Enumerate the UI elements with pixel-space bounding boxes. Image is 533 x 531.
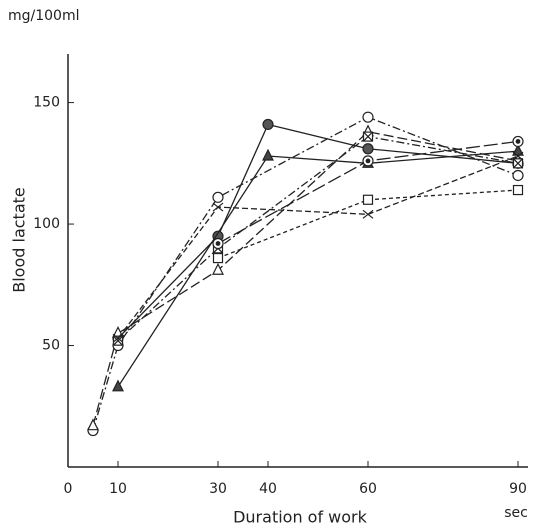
series-line — [217, 189, 519, 259]
x-unit: sec — [504, 505, 528, 521]
marker — [212, 262, 224, 275]
marker — [362, 131, 374, 142]
y-tick-label: 150 — [33, 95, 60, 111]
marker — [212, 252, 224, 264]
series-line — [117, 150, 519, 388]
series-line — [117, 135, 519, 342]
marker — [212, 202, 224, 212]
y-tick-label: 50 — [42, 338, 60, 354]
marker — [212, 191, 224, 203]
x-tick-label: 40 — [259, 481, 277, 497]
x-tick-label: 10 — [109, 481, 127, 497]
marker — [112, 335, 124, 346]
marker — [512, 169, 524, 182]
marker — [87, 418, 99, 431]
marker — [512, 135, 524, 148]
marker — [512, 158, 524, 169]
marker — [112, 379, 124, 392]
marker — [112, 333, 124, 343]
marker — [362, 209, 374, 219]
y-unit: mg/100ml — [8, 8, 80, 24]
x-tick-label: 90 — [509, 481, 527, 497]
marker — [512, 184, 524, 196]
y-axis-label: Blood lactate — [10, 187, 29, 292]
x-tick-label: 60 — [359, 481, 377, 497]
marker — [362, 194, 374, 205]
x-tick-label: 0 — [64, 481, 73, 497]
marker — [362, 155, 374, 167]
x-tick-label: 30 — [209, 481, 227, 497]
y-tick-label: 100 — [33, 216, 60, 232]
marker — [212, 237, 224, 250]
marker — [262, 118, 274, 131]
series-line — [92, 131, 519, 426]
series-line — [117, 155, 519, 339]
marker — [262, 148, 274, 161]
marker — [362, 111, 374, 123]
marker — [512, 151, 524, 161]
x-axis-label: Duration of work — [233, 508, 368, 527]
series-line — [92, 116, 519, 431]
marker — [362, 143, 374, 155]
